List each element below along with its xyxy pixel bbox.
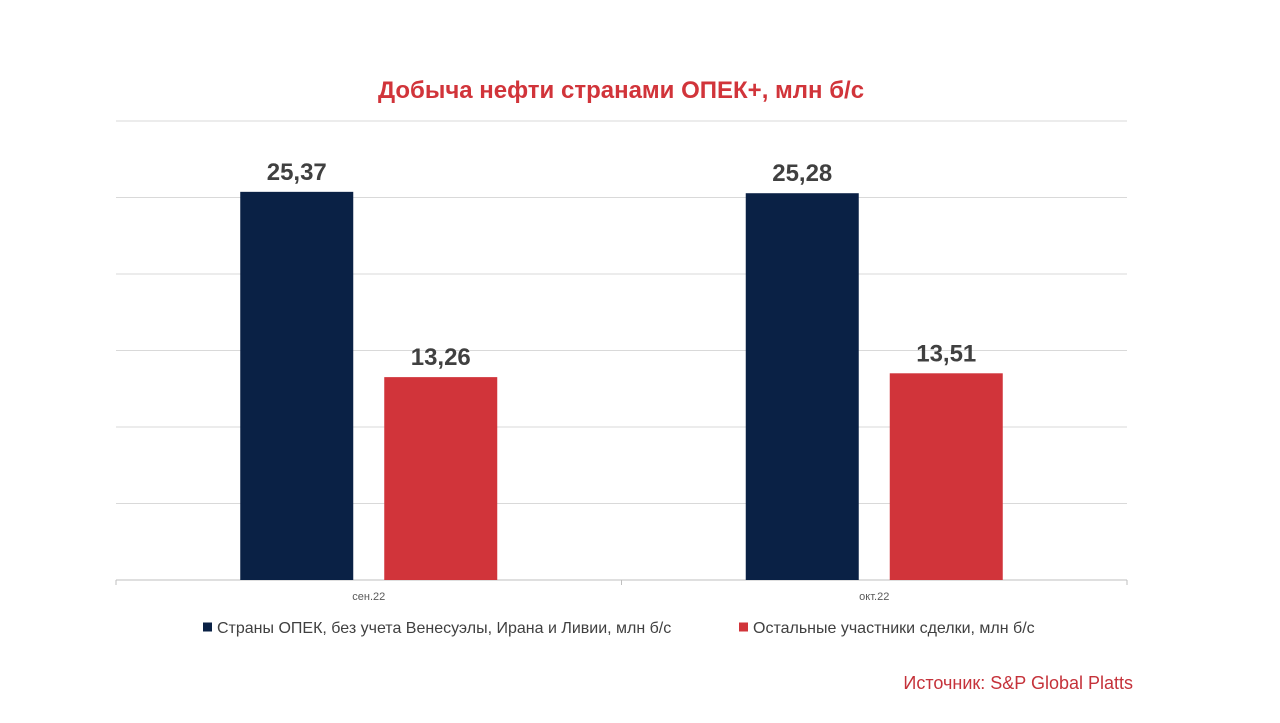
x-tick-label: окт.22 xyxy=(859,591,889,603)
data-label-opec-0: 25,37 xyxy=(267,159,327,186)
legend: Страны ОПЕК, без учета Венесуэлы, Ирана … xyxy=(203,620,1035,637)
bars xyxy=(240,191,1003,581)
legend-label-others: Остальные участники сделки, млн б/с xyxy=(753,620,1035,637)
data-label-others-1: 13,51 xyxy=(916,340,976,367)
bar-others-0 xyxy=(384,377,498,580)
bar-opec-0 xyxy=(240,191,354,581)
chart-title: Добыча нефти странами ОПЕК+, млн б/с xyxy=(378,77,864,104)
data-label-others-0: 13,26 xyxy=(411,344,471,371)
legend-swatch-opec xyxy=(203,622,212,632)
data-label-opec-1: 25,28 xyxy=(772,160,832,187)
legend-swatch-others xyxy=(739,622,748,632)
x-axis-ticks: сен.22 окт.22 xyxy=(115,580,1128,603)
bar-others-1 xyxy=(889,373,1003,580)
bar-opec-1 xyxy=(745,193,859,580)
x-tick-label: сен.22 xyxy=(352,591,385,603)
source-note: Источник: S&P Global Platts xyxy=(903,673,1133,693)
legend-label-opec: Страны ОПЕК, без учета Венесуэлы, Ирана … xyxy=(217,620,671,637)
data-labels: 25,37 13,26 25,28 13,51 xyxy=(267,159,977,371)
